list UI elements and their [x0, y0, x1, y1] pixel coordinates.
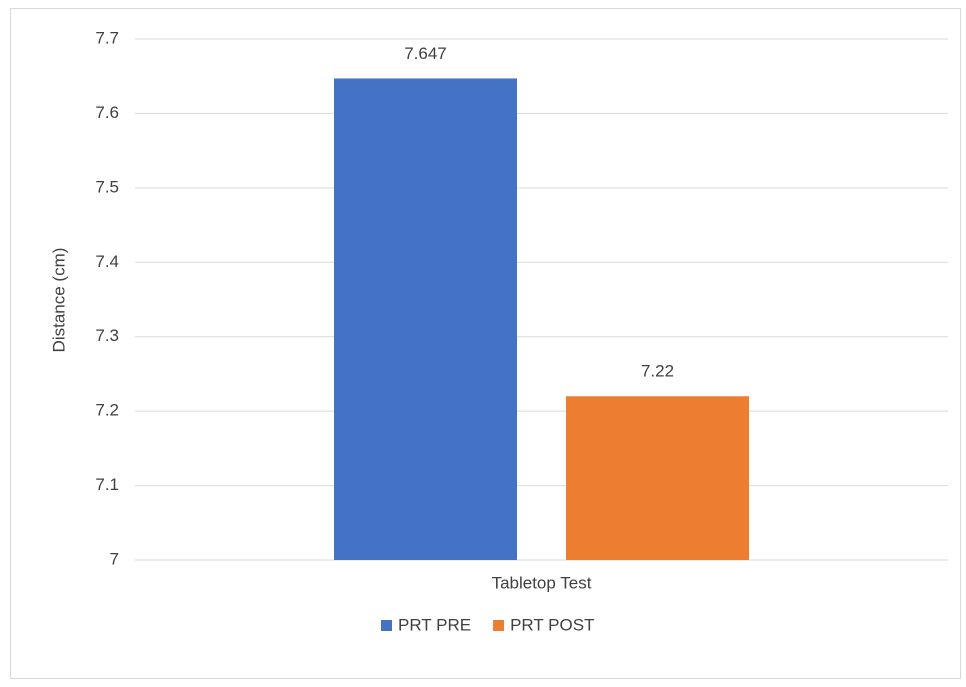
y-axis-label: Distance (cm) [49, 248, 68, 353]
y-tick-label: 7.4 [95, 252, 119, 271]
bar [566, 396, 749, 560]
y-tick-label: 7.7 [95, 28, 119, 47]
y-tick-label: 7.2 [95, 401, 119, 420]
y-tick-label: 7.3 [95, 326, 119, 345]
y-tick-label: 7.5 [95, 177, 119, 196]
data-label: 7.647 [404, 44, 447, 63]
y-tick-label: 7.6 [95, 103, 119, 122]
legend-label: PRT POST [510, 615, 594, 634]
legend-swatch [493, 620, 505, 631]
legend-label: PRT PRE [398, 615, 471, 634]
x-tick-label: Tabletop Test [492, 573, 592, 592]
y-tick-label: 7.1 [95, 475, 119, 494]
bar [334, 78, 517, 560]
legend-swatch [381, 620, 392, 631]
data-label: 7.22 [641, 362, 674, 381]
y-tick-label: 7 [110, 549, 119, 568]
